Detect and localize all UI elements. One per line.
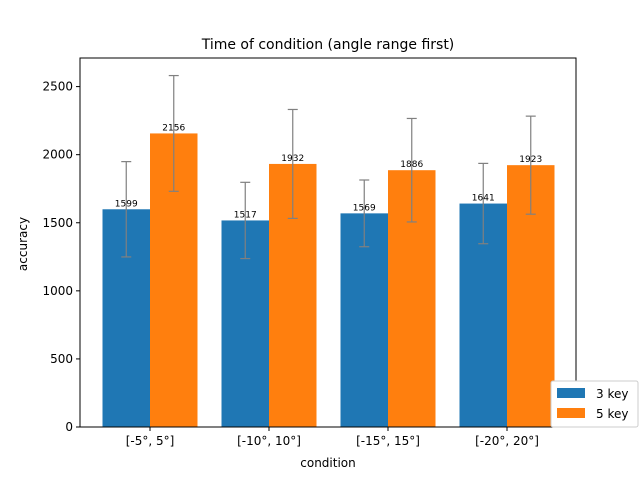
legend-swatch [557,388,585,398]
x-tick-label: [-15°, 15°] [356,434,420,448]
error-bar [359,179,370,248]
y-tick-label: 0 [65,420,73,434]
error-bar [406,117,417,223]
y-axis-label: accuracy [16,217,30,271]
error-bar [168,74,179,192]
error-bar [287,108,298,219]
data-label: 1599 [115,199,138,209]
legend-swatch [557,408,585,418]
legend-label: 5 key [596,407,628,421]
error-bar [525,115,536,215]
axes-frame [79,57,577,428]
x-tick-label: [-10°, 10°] [237,434,301,448]
y-tick-label: 2000 [42,148,73,162]
legend: 3 key 5 key [550,380,639,428]
error-bar [478,162,489,245]
data-label: 2156 [162,123,185,133]
legend-label: 3 key [596,387,628,401]
data-label: 1886 [400,160,423,170]
plot-area: 1599 1517 1569 1641 2156 1932 1886 1923 0 500 1000… [42,57,577,448]
data-label: 1932 [281,154,304,164]
y-tick-label: 500 [50,352,73,366]
chart-title: Time of condition (angle range first) [201,37,455,53]
error-bar [240,181,251,260]
data-label: 1569 [353,203,376,213]
x-tick-label: [-20°, 20°] [475,434,539,448]
data-label: 1923 [519,155,542,165]
y-tick-label: 2500 [42,80,73,94]
x-tick-label: [-5°, 5°] [126,434,175,448]
data-label: 1517 [234,210,257,220]
y-tick-label: 1000 [42,284,73,298]
x-axis-label: condition [300,456,355,470]
y-tick-label: 1500 [42,216,73,230]
data-label: 1641 [472,194,495,204]
bar-three-key-2 [340,213,388,427]
error-bar [121,161,132,258]
